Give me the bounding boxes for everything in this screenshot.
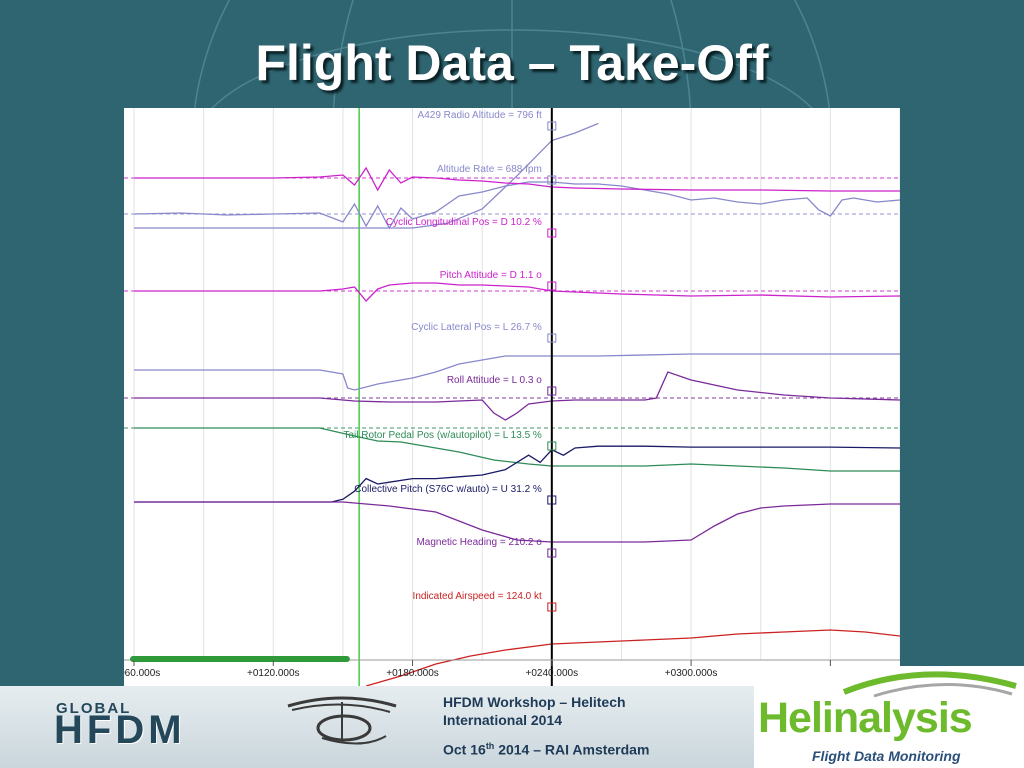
series-line-8 <box>134 501 900 543</box>
flight-data-chart: A429 Radio Altitude = 796 ft Altitude Rat… <box>124 108 900 686</box>
series-label-4: Cyclic Lateral Pos = L 26.7 % <box>411 322 542 333</box>
footer-date-sup: th <box>485 741 495 751</box>
x-tick-label-4: +0300.000s <box>665 668 718 679</box>
cursor-marker-5 <box>547 386 557 396</box>
x-tick-label-1: +0120.000s <box>247 668 300 679</box>
slide-title: Flight Data – Take-Off <box>255 35 769 91</box>
helicopter-logo-icon <box>287 696 397 745</box>
footer-date-suffix: 2014 – RAI Amsterdam <box>494 741 650 758</box>
cursor-marker-8 <box>547 548 557 558</box>
cursor-marker-0 <box>547 121 557 131</box>
series-label-0: A429 Radio Altitude = 796 ft <box>418 110 542 121</box>
cursor-marker-3 <box>547 281 557 291</box>
series-line-4 <box>134 353 900 391</box>
footer-line-1: HFDM Workshop – Helitech <box>443 694 626 710</box>
cursor-marker-4 <box>547 333 557 343</box>
helinalysis-subtitle: Flight Data Monitoring <box>812 748 961 764</box>
cursor-marker-1 <box>547 175 557 185</box>
swoosh-icon <box>842 671 1017 698</box>
global-hfdm-logo: GLOBAL HFDM <box>54 700 264 752</box>
cursor-marker-6 <box>547 441 557 451</box>
x-tick-label-3: +0240.000s <box>526 668 579 679</box>
chart-plot-area: A429 Radio Altitude = 796 ft Altitude Rat… <box>124 108 900 686</box>
x-tick-label-0: +0060.000s <box>124 668 160 679</box>
series-label-9: Indicated Airspeed = 124.0 kt <box>413 591 542 602</box>
series-line-2 <box>134 166 900 192</box>
footer-date-prefix: Oct 16 <box>443 741 486 758</box>
series-line-0 <box>134 122 599 229</box>
x-tick-label-2: +0180.000s <box>386 668 439 679</box>
series-label-5: Roll Attitude = L 0.3 o <box>447 375 542 386</box>
footer-date: Oct 16th 2014 – RAI Amsterdam <box>443 737 743 759</box>
global-hfdm-logo-main: HFDM <box>54 708 186 752</box>
series-line-7 <box>134 445 900 503</box>
series-line-6 <box>134 427 900 472</box>
series-label-3: Pitch Attitude = D 1.1 o <box>440 270 542 281</box>
series-label-7: Collective Pitch (S76C w/auto) = U 31.2 … <box>354 484 542 495</box>
series-line-3 <box>134 282 900 302</box>
footer-line-2: International 2014 <box>443 712 563 728</box>
helinalysis-logo: Helinalysis Flight Data Monitoring <box>754 666 1024 768</box>
series-label-1: Altitude Rate = 688 fpm <box>437 164 542 175</box>
series-label-8: Magnetic Heading = 210.2 o <box>416 537 542 548</box>
series-line-9 <box>365 629 900 686</box>
cursor-marker-2 <box>547 228 557 238</box>
cursor-marker-9 <box>547 602 557 612</box>
footer-event-info: HFDM Workshop – Helitech International 2… <box>443 693 743 759</box>
helinalysis-name: Helinalysis <box>758 694 973 742</box>
series-label-2: Cyclic Longitudinal Pos = D 10.2 % <box>386 217 542 228</box>
cursor-marker-7 <box>547 495 557 505</box>
global-hfdm-logo-small: GLOBAL <box>56 700 132 717</box>
time-range-bar <box>130 656 350 662</box>
series-label-6: Tail Rotor Pedal Pos (w/autopilot) = L 1… <box>343 430 541 441</box>
